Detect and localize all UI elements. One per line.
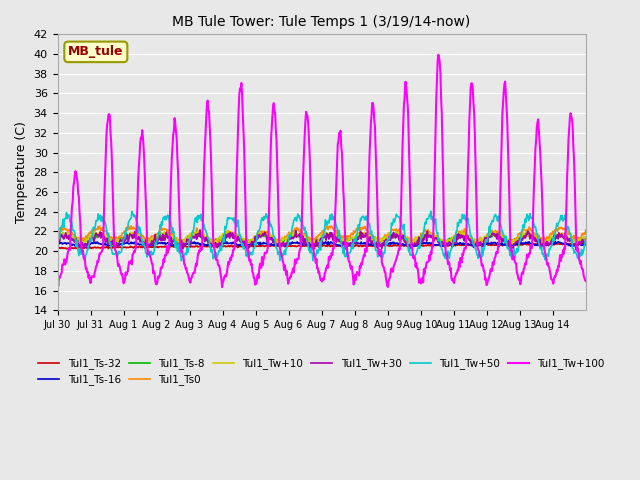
Line: Tul1_Ts-32: Tul1_Ts-32	[58, 242, 586, 249]
Tul1_Tw+100	[239, 127, 247, 133]
Tul1_Tw+100	[260, 257, 268, 263]
Tul1_Tw+10	[260, 232, 268, 238]
Tul1_Tw+30	[239, 239, 247, 244]
Tul1_Ts-16	[207, 244, 215, 250]
Tul1_Ts0	[407, 238, 415, 244]
Line: Tul1_Tw+100: Tul1_Tw+100	[58, 55, 586, 287]
Tul1_Tw+100	[212, 257, 220, 263]
Tul1_Tw+50	[406, 252, 414, 258]
Tul1_Ts-16	[54, 241, 61, 247]
Tul1_Ts-8	[116, 237, 124, 243]
Tul1_Ts-32	[54, 245, 61, 251]
Text: MB_tule: MB_tule	[68, 46, 124, 59]
Tul1_Tw+30	[54, 239, 61, 244]
Tul1_Ts0	[54, 229, 61, 235]
Tul1_Ts-8	[456, 231, 463, 237]
Tul1_Tw+50	[377, 251, 385, 256]
Tul1_Ts0	[240, 241, 248, 247]
Tul1_Tw+50	[214, 254, 221, 260]
Tul1_Ts-8	[260, 232, 268, 238]
Tul1_Ts-8	[239, 238, 247, 243]
Tul1_Tw+30	[407, 246, 415, 252]
Legend: Tul1_Ts-32, Tul1_Ts-16, Tul1_Ts-8, Tul1_Ts0, Tul1_Tw+10, Tul1_Tw+30, Tul1_Tw+50,: Tul1_Ts-32, Tul1_Ts-16, Tul1_Ts-8, Tul1_…	[35, 354, 609, 389]
Tul1_Ts-32	[582, 240, 589, 246]
Tul1_Tw+100	[116, 263, 124, 269]
Tul1_Tw+10	[214, 236, 221, 241]
Tul1_Tw+100	[377, 253, 385, 259]
Tul1_Tw+30	[214, 245, 221, 251]
Tul1_Ts-32	[239, 243, 247, 249]
Tul1_Tw+10	[54, 234, 61, 240]
Tul1_Tw+30	[582, 236, 589, 242]
Tul1_Ts-32	[116, 244, 124, 250]
Tul1_Tw+50	[427, 208, 435, 214]
Line: Tul1_Ts-16: Tul1_Ts-16	[58, 242, 586, 247]
Tul1_Tw+50	[239, 246, 247, 252]
Tul1_Tw+100	[406, 191, 414, 197]
Tul1_Ts-16	[378, 242, 385, 248]
Tul1_Ts-16	[214, 241, 221, 247]
Line: Tul1_Ts0: Tul1_Ts0	[58, 226, 586, 244]
Tul1_Ts-32	[260, 243, 268, 249]
Tul1_Tw+50	[582, 237, 589, 242]
Tul1_Ts-32	[406, 243, 414, 249]
Tul1_Ts-32	[377, 243, 385, 249]
Y-axis label: Temperature (C): Temperature (C)	[15, 121, 28, 223]
Line: Tul1_Tw+50: Tul1_Tw+50	[58, 211, 586, 261]
Tul1_Ts-16	[582, 242, 589, 248]
Tul1_Tw+10	[458, 228, 465, 233]
Tul1_Tw+10	[116, 238, 124, 243]
Tul1_Ts-16	[116, 242, 124, 248]
Tul1_Tw+100	[218, 284, 226, 290]
Tul1_Ts-8	[214, 237, 221, 243]
Tul1_Tw+30	[307, 248, 314, 253]
Tul1_Ts-32	[63, 246, 70, 252]
Tul1_Tw+10	[582, 235, 589, 240]
Tul1_Tw+50	[260, 218, 268, 224]
Tul1_Ts0	[582, 228, 589, 233]
Tul1_Tw+10	[406, 238, 414, 244]
Tul1_Tw+50	[54, 237, 61, 242]
Tul1_Tw+10	[377, 236, 385, 241]
Tul1_Ts-32	[579, 240, 586, 245]
Line: Tul1_Tw+10: Tul1_Tw+10	[58, 230, 586, 245]
Tul1_Ts-8	[175, 240, 182, 246]
Tul1_Tw+50	[178, 258, 186, 264]
Tul1_Ts-16	[407, 242, 415, 248]
Tul1_Tw+100	[54, 274, 61, 279]
Tul1_Ts-16	[324, 239, 332, 245]
Tul1_Ts-8	[377, 238, 385, 243]
Title: MB Tule Tower: Tule Temps 1 (3/19/14-now): MB Tule Tower: Tule Temps 1 (3/19/14-now…	[173, 15, 471, 29]
Tul1_Tw+100	[582, 278, 589, 284]
Tul1_Tw+100	[435, 52, 442, 58]
Tul1_Ts0	[378, 237, 385, 242]
Tul1_Tw+30	[116, 239, 124, 245]
Tul1_Ts0	[116, 233, 124, 239]
Tul1_Ts-16	[239, 242, 247, 248]
Line: Tul1_Ts-8: Tul1_Ts-8	[58, 234, 586, 243]
Tul1_Tw+30	[260, 233, 268, 239]
Tul1_Tw+10	[239, 239, 247, 245]
Tul1_Ts0	[127, 223, 135, 229]
Tul1_Ts-8	[582, 234, 589, 240]
Tul1_Ts0	[260, 229, 268, 235]
Tul1_Ts-8	[406, 239, 414, 244]
Tul1_Tw+50	[116, 250, 124, 256]
Tul1_Ts0	[209, 241, 216, 247]
Tul1_Ts0	[214, 237, 222, 243]
Tul1_Ts-8	[54, 234, 61, 240]
Tul1_Ts-32	[214, 243, 221, 249]
Tul1_Tw+30	[378, 242, 385, 248]
Tul1_Tw+10	[109, 242, 116, 248]
Tul1_Ts-16	[260, 240, 268, 245]
Tul1_Tw+30	[196, 227, 204, 233]
Line: Tul1_Tw+30: Tul1_Tw+30	[58, 230, 586, 251]
